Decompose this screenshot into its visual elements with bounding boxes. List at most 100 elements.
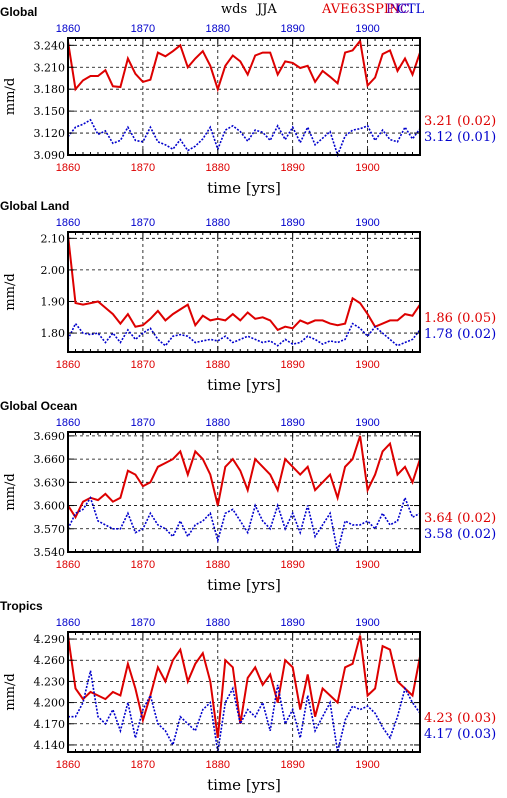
stat-label-exp: 3.21 (0.02) (424, 114, 496, 129)
x-tick-label-top: 1870 (131, 417, 155, 429)
panel-1: Global Land 1860 1860 1870 1870 1880 1880 1890 1… (0, 199, 496, 394)
y-tick-label: 4.290 (34, 633, 66, 646)
header-exp-label: AVE63SPIN (321, 2, 400, 17)
x-tick-label-bottom: 1870 (131, 759, 155, 771)
series-line-ctl (68, 670, 421, 753)
x-tick-label-bottom: 1870 (131, 359, 155, 371)
x-tick-label-top: 1870 (131, 617, 155, 629)
plot-frame (67, 37, 421, 156)
stat-label-ctl: 3.58 (0.02) (424, 527, 496, 542)
x-tick-label-top: 1860 (56, 417, 80, 429)
x-tick-label-bottom: 1860 (56, 162, 80, 174)
y-axis-label: mm/d (3, 273, 18, 310)
x-tick-label-bottom: 1870 (131, 162, 155, 174)
y-tick-label: 2.10 (41, 232, 66, 245)
x-tick-label-bottom: 1900 (355, 759, 379, 771)
y-tick-label: 3.660 (34, 453, 66, 466)
x-tick-label-top: 1870 (131, 23, 155, 35)
x-tick-label-bottom: 1870 (131, 559, 155, 571)
x-axis-label: time [yrs] (207, 576, 281, 594)
panel-2: Global Ocean 1860 1860 1870 1870 1880 1880 1890… (0, 399, 496, 594)
x-tick-label-top: 1870 (131, 217, 155, 229)
y-tick-label: 3.240 (34, 39, 66, 52)
panel-title: Global (0, 5, 37, 19)
y-tick-label: 3.630 (34, 476, 66, 489)
panel-title: Tropics (0, 599, 43, 613)
header-overprint: PIC (386, 2, 410, 17)
x-tick-label-top: 1860 (56, 23, 80, 35)
x-tick-label-top: 1880 (206, 417, 230, 429)
y-tick-label: 4.230 (34, 675, 66, 688)
series-line-ctl (67, 322, 421, 347)
x-tick-label-bottom: 1890 (280, 359, 304, 371)
y-tick-label: 3.150 (34, 105, 66, 118)
stat-label-exp: 1.86 (0.05) (424, 311, 496, 326)
x-tick-label-top: 1890 (280, 617, 304, 629)
x-tick-label-top: 1880 (206, 217, 230, 229)
x-tick-label-bottom: 1880 (206, 559, 230, 571)
series-line-exp (67, 38, 421, 93)
y-tick-label: 3.540 (34, 546, 66, 559)
panel-3: Tropics 1860 1860 1870 1870 1880 1880 1890 1890 1… (0, 599, 496, 794)
panel-title: Global Land (0, 199, 69, 213)
stat-label-exp: 4.23 (0.03) (424, 711, 496, 726)
y-tick-label: 2.00 (41, 264, 66, 277)
x-tick-label-top: 1890 (280, 217, 304, 229)
y-tick-label: 3.570 (34, 523, 66, 536)
y-tick-label: 4.200 (34, 697, 66, 710)
header-ctl-label: CTL (397, 2, 425, 17)
header-variable: wds (221, 2, 247, 17)
y-tick-label: 4.140 (34, 739, 66, 752)
x-tick-label-top: 1900 (355, 617, 379, 629)
x-tick-label-bottom: 1860 (56, 359, 80, 371)
y-tick-label: 3.180 (34, 83, 66, 96)
plot-frame (67, 631, 421, 753)
x-tick-label-top: 1880 (206, 617, 230, 629)
x-tick-label-bottom: 1880 (206, 162, 230, 174)
x-tick-label-bottom: 1890 (280, 162, 304, 174)
y-tick-label: 4.260 (34, 654, 66, 667)
y-tick-label: 3.600 (34, 500, 66, 513)
y-tick-label: 3.690 (34, 430, 66, 443)
series-line-ctl (67, 118, 421, 158)
plot-frame (67, 431, 421, 553)
series-line-ctl (67, 495, 421, 553)
series-line-exp (67, 635, 421, 739)
x-tick-label-bottom: 1860 (56, 759, 80, 771)
panel-title: Global Ocean (0, 399, 77, 413)
y-tick-label: 1.90 (41, 295, 66, 308)
stat-label-ctl: 4.17 (0.03) (424, 727, 496, 742)
x-axis-label: time [yrs] (207, 179, 281, 197)
x-tick-label-top: 1900 (355, 217, 379, 229)
x-tick-label-top: 1900 (355, 23, 379, 35)
x-axis-label: time [yrs] (207, 376, 281, 394)
x-tick-label-bottom: 1900 (355, 162, 379, 174)
x-tick-label-bottom: 1900 (355, 359, 379, 371)
x-tick-label-bottom: 1890 (280, 559, 304, 571)
header-season: JJA (255, 2, 277, 17)
y-axis-label: mm/d (3, 473, 18, 510)
plot-frame (67, 231, 421, 353)
x-tick-label-bottom: 1890 (280, 759, 304, 771)
series-line-exp (67, 235, 421, 332)
x-axis-label: time [yrs] (207, 776, 281, 794)
y-tick-label: 3.210 (34, 61, 66, 74)
x-tick-label-bottom: 1900 (355, 559, 379, 571)
stat-label-ctl: 1.78 (0.02) (424, 327, 496, 342)
y-tick-label: 3.120 (34, 127, 66, 140)
stat-label-exp: 3.64 (0.02) (424, 511, 496, 526)
x-tick-label-top: 1860 (56, 617, 80, 629)
y-tick-label: 3.090 (34, 149, 66, 162)
x-tick-label-bottom: 1880 (206, 759, 230, 771)
x-tick-label-top: 1880 (206, 23, 230, 35)
panels: Global 1860 1860 1870 1870 1880 1880 1890 1890 19… (0, 5, 496, 794)
y-tick-label: 4.170 (34, 718, 66, 731)
x-tick-label-top: 1860 (56, 217, 80, 229)
series-line-exp (67, 435, 421, 520)
y-axis-label: mm/d (3, 673, 18, 710)
x-tick-label-top: 1890 (280, 23, 304, 35)
y-tick-label: 1.80 (41, 327, 66, 340)
y-axis-label: mm/d (3, 78, 18, 115)
x-tick-label-bottom: 1860 (56, 559, 80, 571)
